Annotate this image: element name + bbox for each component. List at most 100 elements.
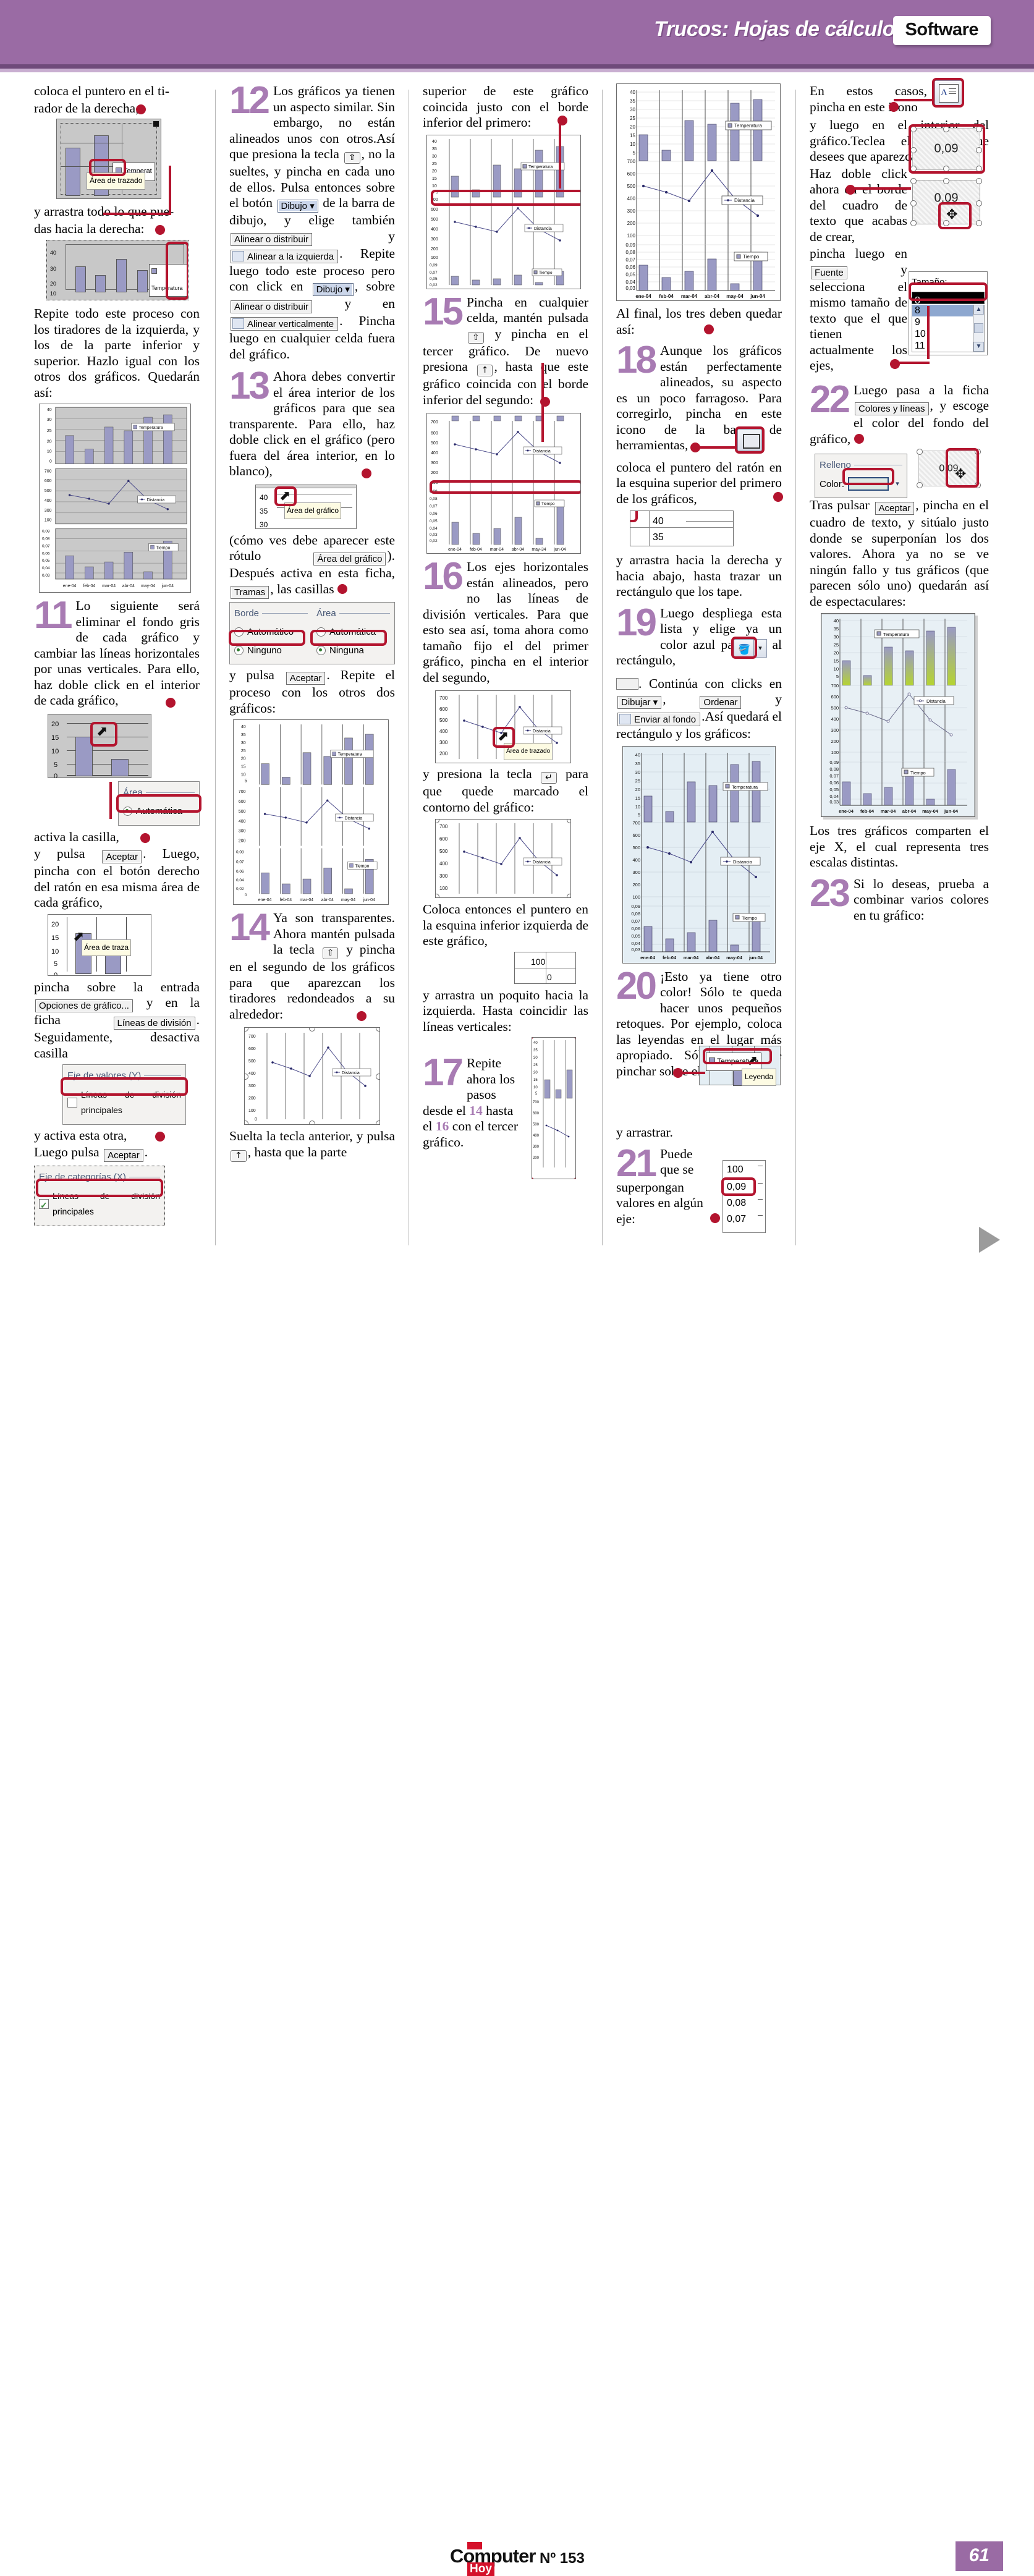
article-body: coloca el puntero en el ti- rador de la … [0,78,1034,1258]
menu-ordenar[interactable]: Ordenar [700,696,742,709]
radio-button[interactable] [316,627,326,637]
svg-text:20: 20 [47,440,52,444]
menu-alinear-distribuir[interactable]: Alinear o distribuir [231,300,313,313]
fill-color-button[interactable]: 🪣 [734,638,755,658]
resize-handle[interactable] [309,1028,315,1032]
list-item[interactable]: 8 [912,305,973,316]
figure-textbox-selected-1[interactable]: 0,09 [910,125,982,172]
figure-textbox-selected-2[interactable]: 0,09 ✥ [910,177,982,226]
scroll-down-arrow-icon[interactable]: ▼ [973,342,984,352]
resize-handle[interactable] [376,1121,379,1124]
svg-text:20: 20 [635,787,640,792]
figure-aligned-charts-2: 700 600 500 400 300 200 100 Distancia [426,413,581,554]
radio-button[interactable] [316,645,326,655]
svg-text:Distancia: Distancia [533,729,551,734]
dialog-legend-borde: Borde [234,606,308,622]
color-swatch[interactable] [848,477,889,491]
menu-item-opciones-grafico[interactable]: Opciones de gráfico... [35,999,133,1012]
menu-enviar-al-fondo[interactable]: Enviar al fondo [617,713,701,726]
radio-button[interactable] [234,627,244,637]
checkbox[interactable] [39,1198,49,1214]
button-aceptar[interactable]: Aceptar [875,502,915,515]
menu-alinear-distribuir[interactable]: Alinear o distribuir [231,232,313,246]
resize-handle[interactable] [309,1121,315,1124]
move-cursor-icon: ✥ [946,206,958,222]
svg-text:700: 700 [831,683,839,688]
tab-lineas-division[interactable]: Líneas de división [113,1017,195,1030]
chevron-down-icon[interactable]: ▾ [896,480,899,488]
text-arrastra-2-wrap: das hacia la derecha: [34,221,200,237]
mouse-cursor-icon: ⬈ [279,487,291,503]
step-15-text: Pincha en cualquier celda, mantén pulsad… [423,294,588,407]
button-aceptar[interactable]: Aceptar [286,672,326,685]
svg-text:5: 5 [638,812,640,818]
menu-dibujar[interactable]: Dibujar ▾ [617,696,662,709]
tab-colores-lineas[interactable]: Colores y líneas [854,402,929,415]
checkbox-row-lineas-x[interactable]: Líneas de división principales [39,1187,160,1221]
text-box-tool-button[interactable]: A [934,80,963,106]
resize-handle[interactable] [245,1028,248,1032]
menu-alinear-izquierda[interactable]: Alinear a la izquierda [231,249,339,263]
leader-line [677,1072,705,1074]
button-aceptar[interactable]: Aceptar [104,1149,143,1162]
list-item[interactable]: 9 [915,317,920,328]
axis-value: 0,08 [727,1198,747,1208]
svg-text:0,05: 0,05 [430,519,438,523]
callout-dot [140,833,150,843]
svg-text:300: 300 [431,461,438,465]
callout-dot [166,697,176,708]
color-row[interactable]: Color: ▾ [820,475,902,494]
resize-handle[interactable] [567,894,570,897]
tooltip-leyenda: Leyenda [742,1069,777,1086]
resize-handle[interactable] [376,1074,379,1080]
tab-fuente[interactable]: Fuente [811,266,847,279]
step-14-text-b: Suelta la tecla anterior, y pulsa ↑, has… [229,1129,395,1162]
radio-row-automatica[interactable]: Automática [316,623,390,642]
tab-tramas[interactable]: Tramas [231,585,269,599]
svg-text:700: 700 [431,420,438,425]
checkbox-row-lineas-y[interactable]: Líneas de división principales [67,1086,181,1120]
aligned-charts-svg: 40 35 30 25 20 15 105 Temperatura [427,135,580,289]
list-item[interactable]: 10 [915,329,926,339]
button-dibujo[interactable]: Dibujo ▾ [277,200,318,213]
svg-text:may-04: may-04 [922,808,939,814]
radio-row-ninguno[interactable]: Ninguno [234,642,308,660]
scroll-thumb[interactable] [974,323,983,333]
menu-alinear-verticalmente[interactable]: Alinear verticalmente [231,317,339,331]
axis-value: 100 [727,1164,744,1175]
svg-text:0,08: 0,08 [829,766,839,772]
text-activa-casilla: activa la casilla, [34,829,119,844]
button-aceptar[interactable]: Aceptar [102,850,142,863]
scroll-up-arrow-icon[interactable]: ▲ [973,305,984,315]
fill-color-dropdown-arrow[interactable]: ▾ [753,638,767,658]
rectangle-tool-button[interactable] [737,428,762,451]
checkbox[interactable] [67,1098,77,1108]
tooltip-chip-area-grafico: Área del gráfico [313,553,386,566]
radio-row-automatico[interactable]: Automático [234,623,308,642]
radio-row-ninguna[interactable]: Ninguna [316,642,390,660]
resize-handle[interactable] [436,820,439,823]
resize-handle[interactable] [567,820,570,823]
svg-text:400: 400 [431,227,438,232]
radio-row-automatica[interactable]: Automática [123,802,195,821]
resize-handle[interactable] [245,1121,248,1124]
radio-button[interactable] [234,645,244,655]
figure-final-chart: 40 35 30 25 20 15 10 5 [821,613,975,817]
resize-handle[interactable] [376,1028,379,1032]
figure-area-traza: 20 15 10 5 0 Área de traza ⬈ [48,913,151,976]
page-number: 61 [955,2541,1003,2571]
svg-text:feb-04: feb-04 [659,294,674,299]
scrollbar[interactable]: ▲ ▼ [973,305,984,352]
size-input[interactable]: 8 [912,292,985,306]
list-item[interactable]: 11 [915,341,925,351]
listbox-tamano[interactable]: Tamaño: 8 8 9 10 11 ▲ ▼ [909,271,988,355]
resize-handle[interactable] [245,1074,248,1080]
radio-button[interactable] [123,807,132,816]
size-options-list[interactable]: 8 9 10 11 ▲ ▼ [912,305,985,352]
step-14: 14 Ya son transparentes. Ahora mantén pu… [229,909,395,1023]
axis-value: 0,07 [727,1214,747,1224]
resize-handle[interactable] [436,894,439,897]
figure-textbox-small[interactable]: 0,09 ✥ [917,449,981,488]
button-dibujo[interactable]: Dibujo ▾ [312,283,354,296]
text-luego-pulsa: Luego pulsa Aceptar. [34,1145,148,1162]
